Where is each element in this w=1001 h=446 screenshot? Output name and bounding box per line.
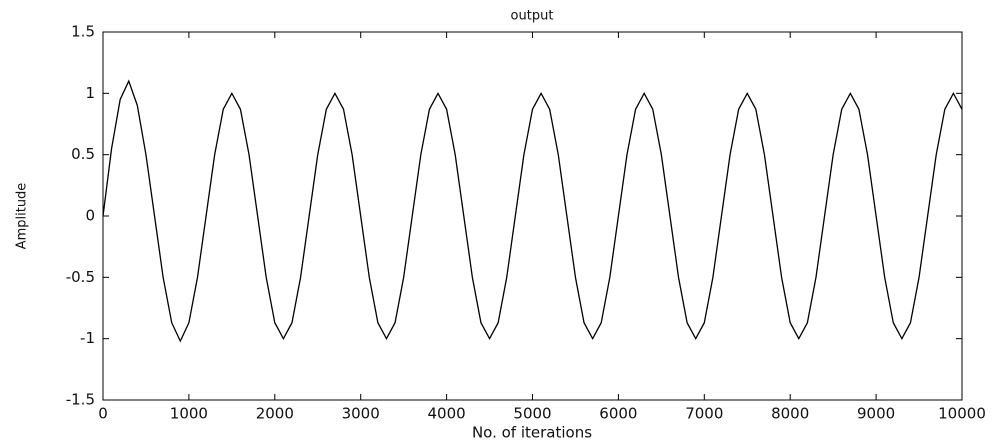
x-tick-label: 8000 <box>771 405 809 423</box>
chart-title: output <box>511 9 554 24</box>
x-tick-label: 2000 <box>256 405 294 423</box>
x-tick-label: 7000 <box>685 405 723 423</box>
y-tick-label: 0.5 <box>71 145 95 163</box>
data-line <box>102 79 963 343</box>
x-tick-label: 3000 <box>342 405 380 423</box>
x-tick-label: 1000 <box>170 405 208 423</box>
y-axis-label: Amplitude <box>15 183 30 250</box>
x-tick-label: 0 <box>98 405 108 423</box>
y-tick-label: -1.5 <box>66 391 95 409</box>
y-tick-label: -1 <box>80 329 95 347</box>
x-tick-label: 9000 <box>857 405 895 423</box>
y-tick-label: 0 <box>85 207 95 225</box>
y-tick-label: 1.5 <box>71 23 95 41</box>
x-tick-label: 5000 <box>513 405 551 423</box>
x-tick-label: 6000 <box>599 405 637 423</box>
y-tick-label: -0.5 <box>66 268 95 286</box>
x-tick-label: 10000 <box>938 405 986 423</box>
y-tick-label: 1 <box>85 84 95 102</box>
x-axis-label: No. of iterations <box>472 424 592 442</box>
x-tick-label: 4000 <box>428 405 466 423</box>
